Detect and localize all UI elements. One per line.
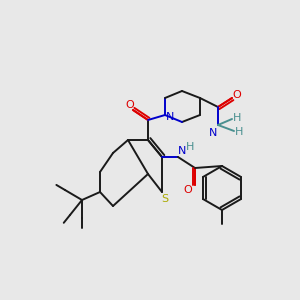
- Text: N: N: [209, 128, 217, 138]
- Text: O: O: [184, 185, 192, 195]
- Text: N: N: [178, 146, 186, 156]
- Text: S: S: [161, 194, 169, 204]
- Text: N: N: [166, 112, 174, 122]
- Text: H: H: [235, 127, 243, 137]
- Text: O: O: [126, 100, 134, 110]
- Text: H: H: [186, 142, 194, 152]
- Text: H: H: [233, 113, 241, 123]
- Text: O: O: [232, 90, 242, 100]
